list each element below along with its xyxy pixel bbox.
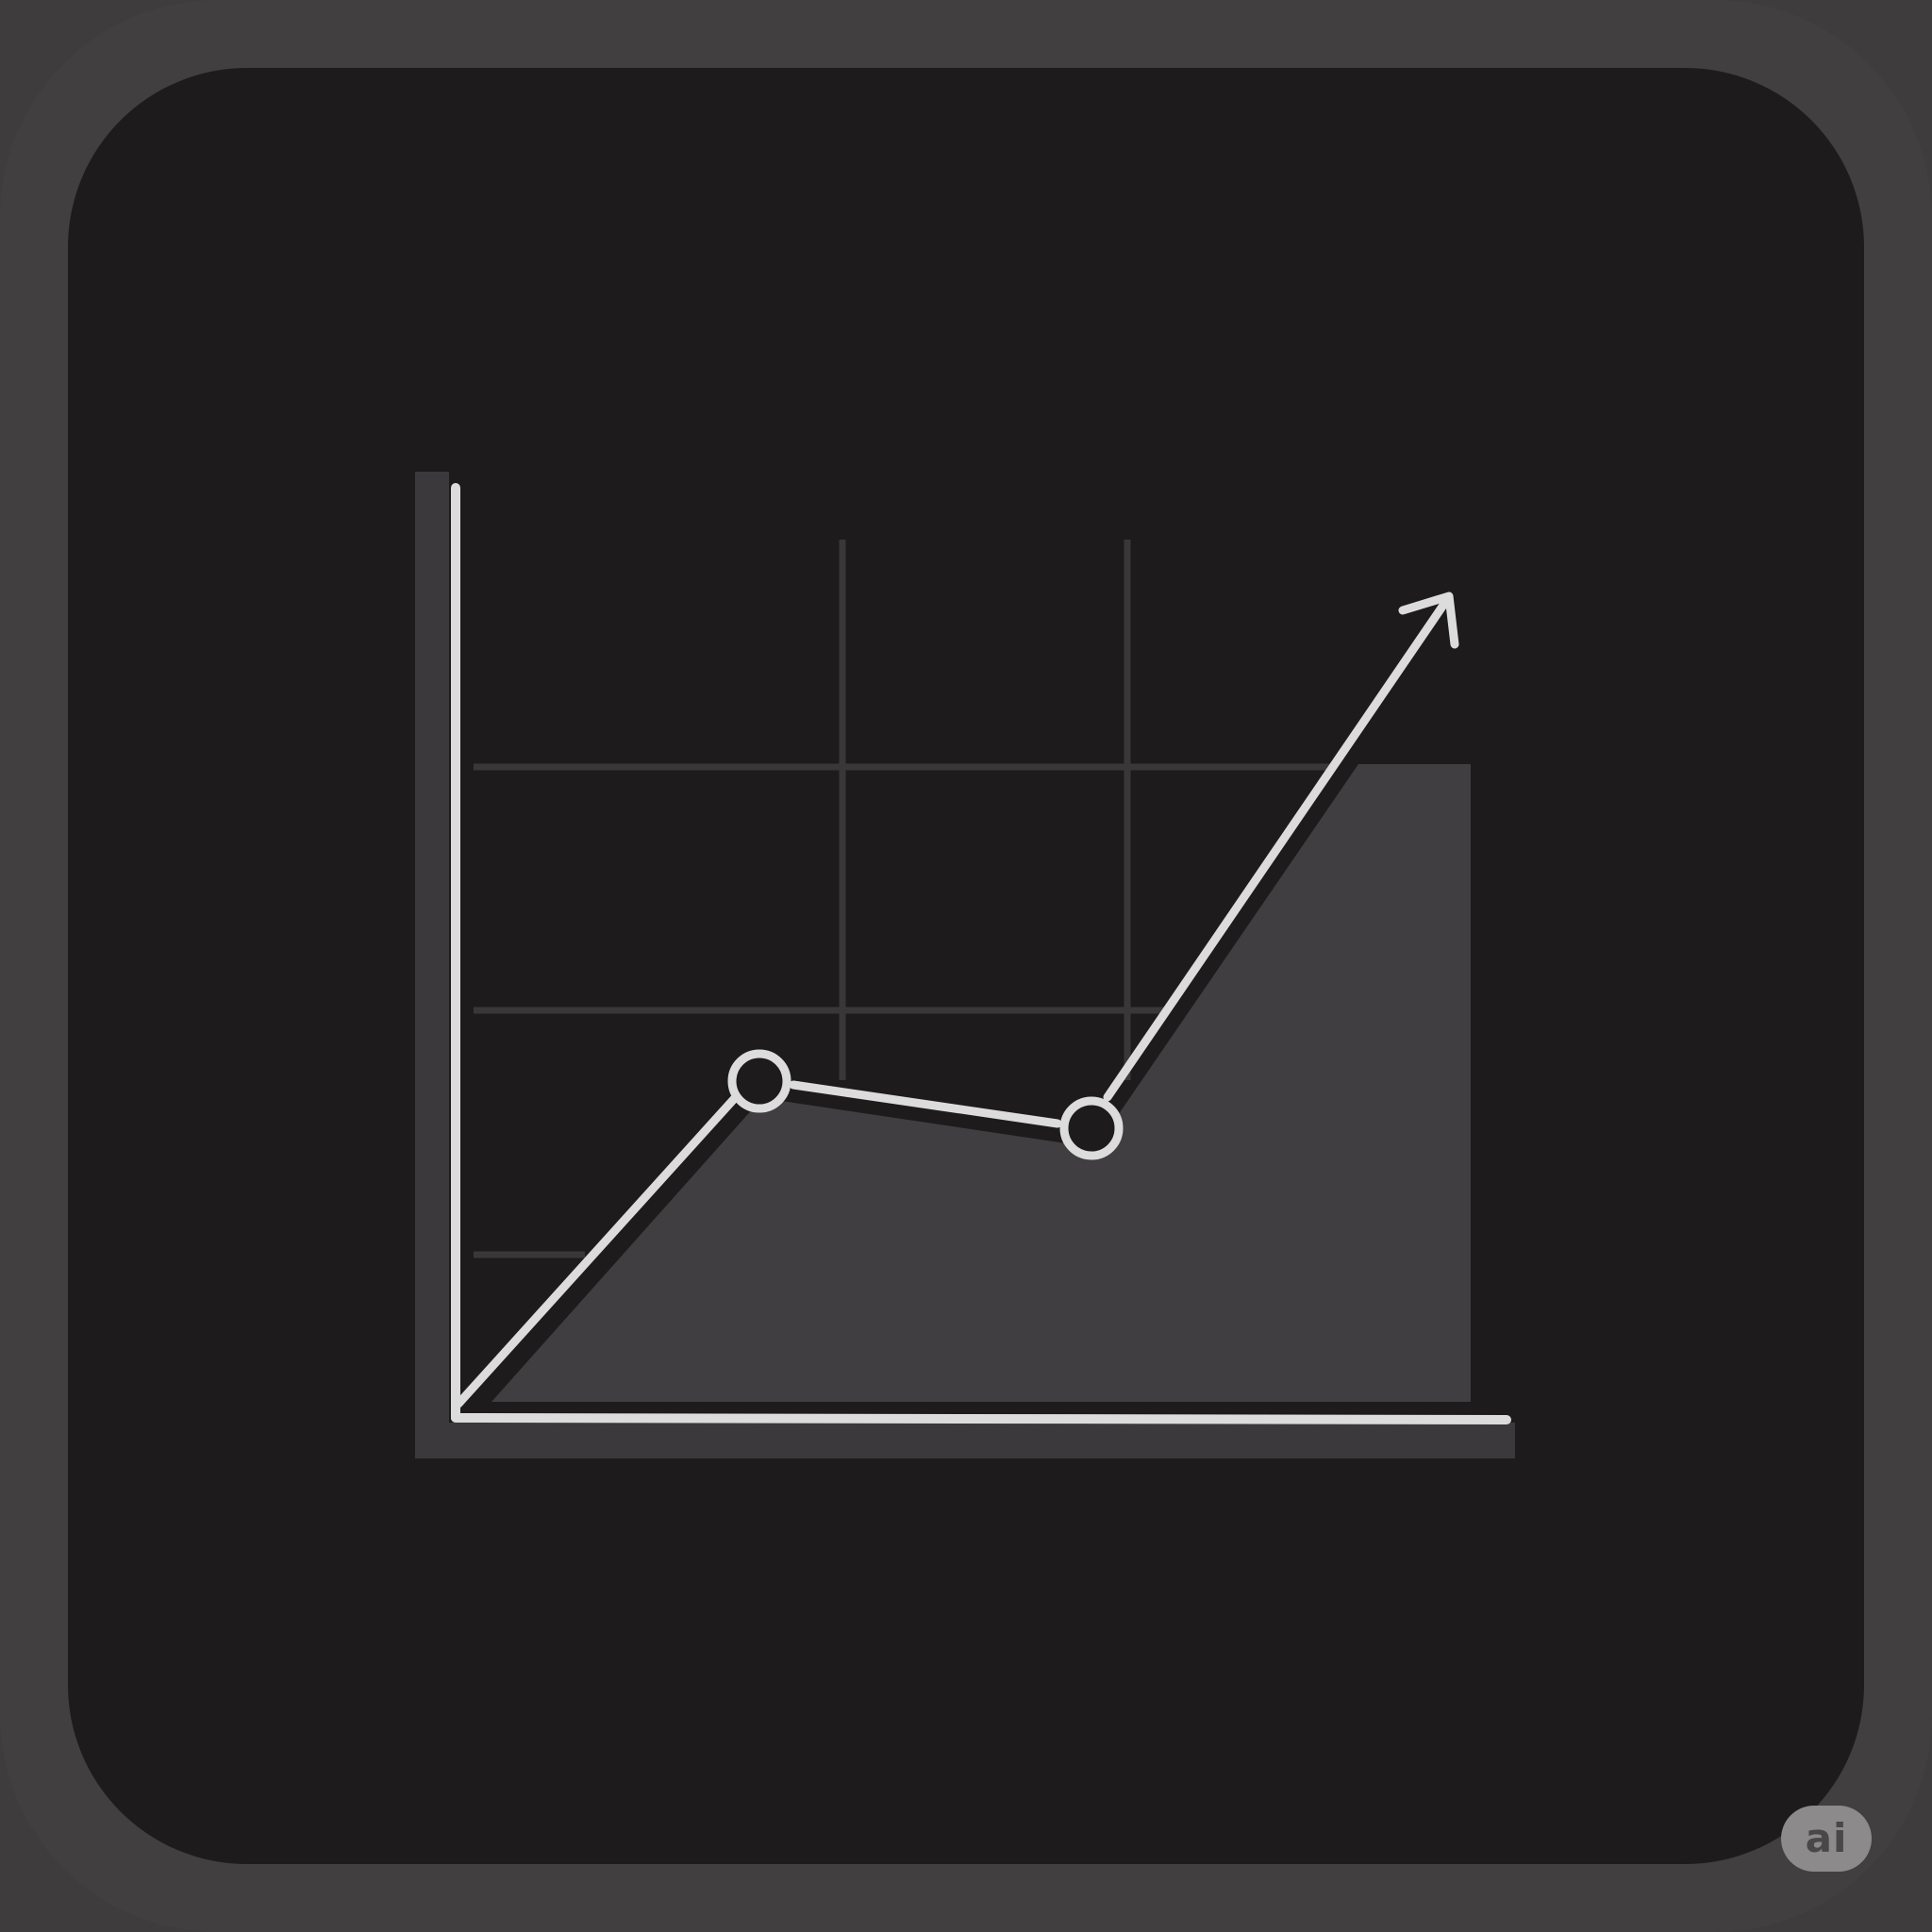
y-axis-shadow: [415, 472, 449, 1458]
data-point: [727, 1049, 791, 1113]
axes: [451, 483, 1511, 1424]
trend-segment: [454, 1094, 739, 1408]
grid-lines: [474, 540, 1330, 1258]
x-axis-shadow: [415, 1423, 1515, 1458]
arrowhead: [1398, 591, 1459, 649]
x-axis: [451, 1413, 1511, 1424]
trend-line: [454, 591, 1459, 1408]
trend-segment: [1103, 596, 1451, 1102]
app-icon-inner-panel: [68, 68, 1864, 1864]
ai-badge: ai: [1781, 1806, 1872, 1872]
data-points: [727, 1049, 1124, 1160]
ai-badge-label: ai: [1805, 1815, 1848, 1861]
trend-segment: [789, 1080, 1062, 1128]
data-point: [1059, 1096, 1124, 1160]
area-fill: [491, 764, 1471, 1402]
